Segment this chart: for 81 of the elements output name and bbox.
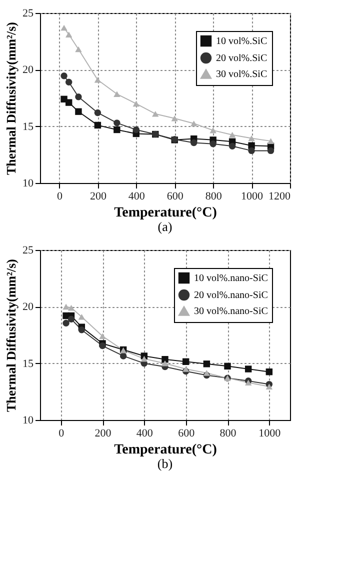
point bbox=[244, 366, 252, 372]
point bbox=[120, 352, 127, 360]
point bbox=[190, 139, 198, 146]
point bbox=[162, 360, 168, 366]
point bbox=[94, 109, 102, 116]
x-tick-label: 0 bbox=[56, 190, 63, 202]
x-tick-label: 600 bbox=[166, 190, 184, 202]
point bbox=[266, 384, 273, 390]
legend-label: 10 vol%.SiC bbox=[216, 36, 268, 47]
point bbox=[171, 115, 178, 122]
point bbox=[65, 99, 72, 106]
x-tick-label: 800 bbox=[205, 190, 222, 202]
text: (b) bbox=[157, 456, 173, 471]
point bbox=[228, 142, 236, 150]
point bbox=[114, 91, 120, 97]
x-tick-label: 1000 bbox=[258, 428, 282, 440]
x-tick-label: 600 bbox=[178, 428, 196, 440]
legend-label: 20 vol%.SiC bbox=[216, 53, 268, 64]
x-tick-label: 200 bbox=[90, 190, 107, 202]
point bbox=[62, 320, 70, 326]
y-tick-label: 15 bbox=[22, 358, 34, 370]
y-tick-label: 25 bbox=[22, 244, 34, 256]
point bbox=[78, 314, 86, 320]
x-tick-label: 1200 bbox=[268, 190, 291, 202]
point bbox=[248, 147, 255, 154]
point bbox=[114, 126, 120, 134]
point bbox=[99, 342, 106, 350]
text: (a) bbox=[158, 219, 172, 234]
point bbox=[162, 356, 168, 363]
point bbox=[182, 358, 190, 365]
point bbox=[68, 316, 75, 322]
y-axis-title: Thermal Diffusivity(mm²/s) bbox=[4, 258, 18, 412]
point bbox=[248, 135, 255, 142]
y-tick-label: 10 bbox=[22, 178, 34, 190]
point bbox=[152, 110, 159, 117]
legend-label: 20 vol%.nano-SiC bbox=[194, 290, 268, 301]
point bbox=[60, 72, 68, 80]
x-tick-label: 800 bbox=[220, 428, 237, 440]
legend-label: 10 vol%.nano-SiC bbox=[194, 273, 268, 284]
point bbox=[203, 360, 210, 368]
point bbox=[266, 368, 273, 376]
point bbox=[132, 100, 140, 107]
point bbox=[78, 326, 86, 334]
point bbox=[68, 304, 75, 311]
point bbox=[75, 108, 82, 115]
point bbox=[99, 333, 106, 340]
point bbox=[190, 120, 198, 126]
point bbox=[75, 94, 82, 100]
y-tick-label: 15 bbox=[22, 120, 34, 133]
y-tick-label: 10 bbox=[22, 414, 34, 426]
point bbox=[75, 46, 82, 52]
x-axis-title: Temperature(°C) bbox=[114, 442, 218, 458]
y-tick-label: 20 bbox=[22, 301, 34, 314]
point bbox=[132, 126, 140, 134]
point bbox=[267, 138, 274, 144]
x-tick-label: 0 bbox=[58, 428, 65, 440]
legend-label: 30 vol%.nano-SiC bbox=[194, 306, 268, 317]
x-tick-label: 1000 bbox=[241, 190, 264, 202]
point bbox=[182, 366, 190, 372]
x-tick-label: 200 bbox=[94, 428, 112, 440]
y-axis-title: Thermal Diffusivity(mm²/s) bbox=[4, 22, 18, 176]
point bbox=[114, 120, 120, 126]
y-tick-label: 25 bbox=[22, 8, 34, 20]
point bbox=[210, 140, 216, 148]
x-tick-label: 400 bbox=[128, 190, 146, 202]
point bbox=[203, 370, 210, 376]
point bbox=[94, 76, 102, 83]
point bbox=[62, 304, 70, 310]
point bbox=[140, 356, 148, 362]
point bbox=[224, 362, 231, 370]
legend-label: 30 vol%.SiC bbox=[216, 69, 268, 80]
point bbox=[65, 32, 72, 38]
point bbox=[228, 132, 236, 138]
point bbox=[210, 127, 216, 134]
x-axis-title: Temperature(°C) bbox=[114, 206, 218, 220]
point bbox=[267, 147, 274, 154]
x-tick-label: 400 bbox=[136, 428, 154, 440]
point bbox=[60, 24, 68, 31]
point bbox=[94, 122, 102, 129]
point bbox=[65, 78, 72, 86]
y-tick-label: 20 bbox=[22, 64, 34, 76]
